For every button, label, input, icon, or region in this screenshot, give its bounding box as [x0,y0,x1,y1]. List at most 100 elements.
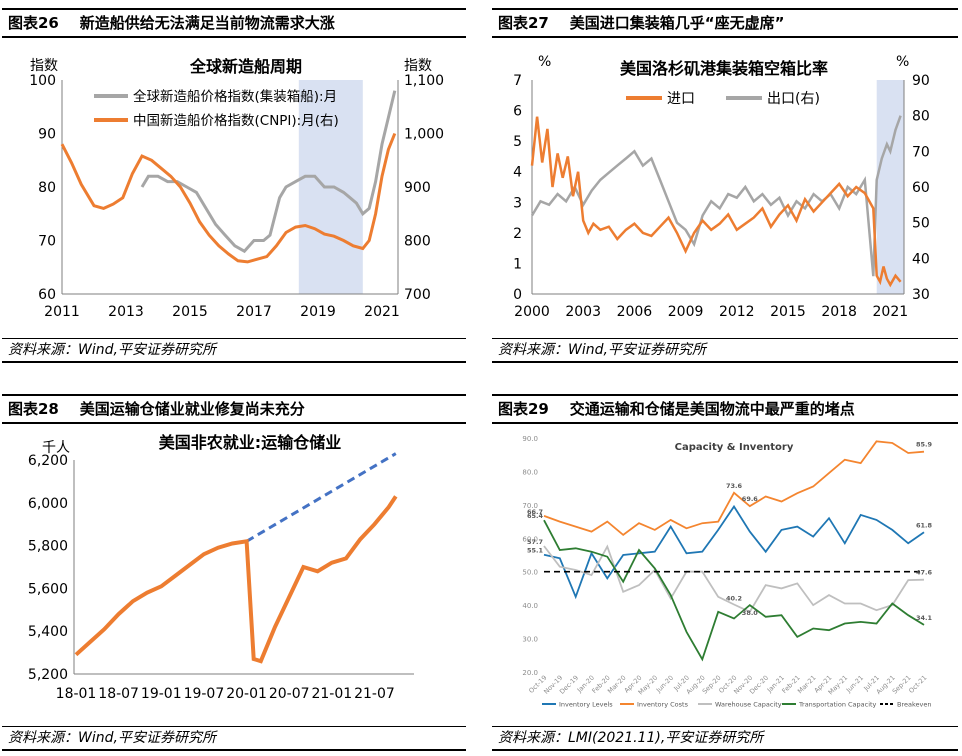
data-label: 40.2 [726,594,742,602]
y-tick-label-left: 5 [513,134,522,150]
y-tick-label: 60.0 [522,535,538,543]
figure-29-panel: 图表29 交通运输和仓储是美国物流中最严重的堵点 20.0 30.0 40.0 50.… [492,394,958,754]
y-tick-label: 5,600 [28,581,68,597]
x-tick-label: 21-07 [354,686,395,702]
legend-label-import: 进口 [667,91,695,107]
y-tick-label-left: 2 [513,226,522,242]
x-tick-label: 21-01 [311,686,352,702]
x-tick-label: 2013 [108,304,144,320]
data-label: 65.4 [527,512,544,520]
x-tick-label: 18-07 [98,686,139,702]
y-tick-label-right: 1,000 [404,127,444,143]
y-tick-label-right: 700 [404,287,431,303]
y-tick-label-right: 70 [912,144,930,160]
series-line-actual [74,495,398,664]
chart-la-port-empty-ratio: 0 1 2 3 4 5 6 7 30 40 50 60 70 80 90 2000 2003 2006 2009 20… [513,54,930,320]
legend-label: Breakeven [897,701,931,709]
figure-27-panel: 图表27 美国进口集装箱几乎“座无虚席” 0 1 2 3 4 5 6 7 30 40 50 60 70 8… [492,8,958,364]
data-label: 61.8 [916,521,933,529]
y-tick-label: 70.0 [522,502,538,510]
figure-26-panel: 图表26 新造船供给无法满足当前物流需求大涨 60 70 80 90 100 700 800… [2,8,466,364]
series-line-inventory-levels [543,504,925,600]
y-tick-label-left: 4 [513,165,522,181]
y-tick-label: 20.0 [522,669,538,677]
x-tick-label: 2021 [364,304,400,320]
chart-title: 美国洛杉矶港集装箱空箱比率 [620,59,828,78]
y-axis-label-left: 指数 [30,58,58,74]
legend-label-global: 全球新造船价格指数(集装箱船):月 [133,88,337,105]
y-tick-label: 90.0 [522,435,538,443]
y-tick-label-left: 6 [513,104,522,120]
data-label: 57.7 [527,538,543,546]
legend-label: Inventory Costs [637,701,689,709]
figure-label: 图表29 [498,400,549,418]
series-line-transportation-capacity [543,519,925,662]
figure-title: 美国运输仓储业就业修复尚未充分 [79,400,305,418]
y-tick-label: 40.0 [522,602,538,610]
legend-label: Inventory Levels [559,701,613,709]
y-tick-label-left: 60 [38,287,56,303]
x-tick-label: 20-01 [226,686,267,702]
y-tick-label: 6,000 [28,496,68,512]
figure-source: 资料来源：LMI(2021.11),平安证券研究所 [492,726,958,751]
y-tick-label: 30.0 [522,636,538,644]
data-label: 66.7 [527,508,543,516]
y-axis-label-right: % [896,54,909,70]
y-tick-label: 5,800 [28,539,68,555]
figure-title: 新造船供给无法满足当前物流需求大涨 [79,14,335,32]
y-tick-label-right: 1,100 [404,73,444,89]
data-label: 73.6 [726,482,743,490]
legend-label: Transportation Capacity [798,701,877,709]
x-tick-label: 19-01 [141,686,182,702]
figure-26-header: 图表26 新造船供给无法满足当前物流需求大涨 [2,8,466,38]
legend-label: Warehouse Capacity [715,701,782,709]
x-tick-label: 2018 [821,304,857,320]
y-tick-label: 6,200 [28,453,68,469]
legend-label-china: 中国新造船价格指数(CNPI):月(右) [133,113,339,129]
y-tick-label: 80.0 [522,468,538,476]
y-tick-label-left: 70 [38,234,56,250]
x-tick-label: 2015 [770,304,806,320]
x-tick-label: 2011 [44,304,80,320]
y-tick-label-left: 90 [38,127,56,143]
y-tick-label-right: 80 [912,109,930,125]
x-tick-label: 2009 [668,304,704,320]
x-tick-label: 2015 [172,304,208,320]
figure-28-header: 图表28 美国运输仓储业就业修复尚未充分 [2,394,466,424]
y-tick-label: 5,200 [28,667,68,683]
y-tick-label-left: 0 [513,287,522,303]
chart-lmi-capacity-inventory: 20.030.040.050.060.070.080.090.0Oct-19No… [508,424,940,724]
data-label: 38.0 [742,609,759,617]
y-tick-label-right: 90 [912,73,930,89]
x-tick-label: 2019 [300,304,336,320]
y-axis-label-right: 指数 [404,58,432,74]
chart-title: 美国非农就业:运输仓储业 [159,433,341,452]
y-tick-label-right: 900 [404,180,431,196]
series-line-warehouse-capacity [543,544,925,613]
shaded-period [876,80,904,294]
y-tick-label-right: 30 [912,287,930,303]
data-label: 69.6 [742,495,759,503]
chart-title: Capacity & Inventory [675,442,794,453]
chart-us-transport-employment: 5,200 5,400 5,600 5,800 6,000 6,200 18-01 18-07… [28,433,414,702]
figure-label: 图表26 [8,14,59,32]
x-tick-label: 20-07 [269,686,310,702]
series-line-inventory-costs [543,440,925,537]
x-tick-label: 2006 [617,304,653,320]
x-tick-label: 2012 [719,304,755,320]
x-tick-label: 2021 [873,304,909,320]
figure-27-header: 图表27 美国进口集装箱几乎“座无虚席” [492,8,958,38]
figure-29-header: 图表29 交通运输和仓储是美国物流中最严重的堵点 [492,394,958,424]
data-label: 47.6 [916,569,933,577]
chart-newbuild-cycle: 60 70 80 90 100 700 800 900 1,000 1,100 2011 2013 20… [29,57,444,320]
figure-source: 资料来源：Wind,平安证券研究所 [492,338,958,363]
y-axis-label: 千人 [42,440,70,456]
x-tick-label: 2003 [565,304,601,320]
series-line-china-cnpi [60,132,397,264]
figure-label: 图表28 [8,400,59,418]
series-line-import [530,116,902,288]
legend-label-export: 出口(右) [767,91,820,107]
y-tick-label-left: 100 [29,73,56,89]
y-tick-label: 50.0 [522,569,538,577]
figure-source: 资料来源：Wind,平安证券研究所 [2,726,466,751]
